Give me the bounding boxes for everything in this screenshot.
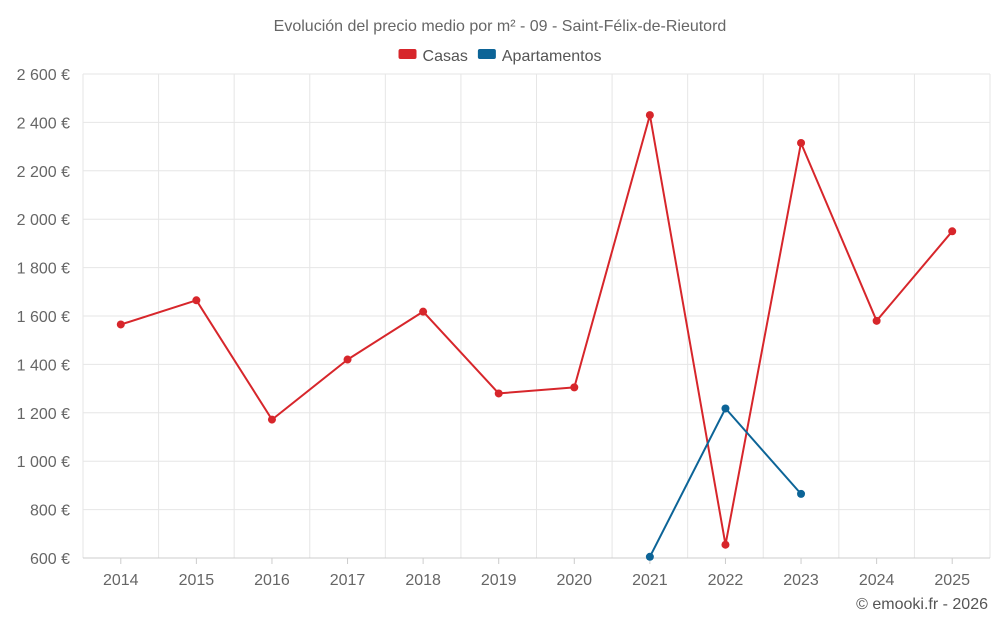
y-tick-label: 800 €: [30, 503, 70, 520]
y-tick-label: 2 000 €: [17, 212, 70, 229]
x-tick-label: 2025: [934, 572, 970, 589]
data-point-casas[interactable]: [343, 355, 352, 364]
grid: [82, 73, 991, 559]
data-point-apartamentos[interactable]: [797, 489, 806, 498]
data-point-casas[interactable]: [645, 111, 654, 120]
y-tick-label: 2 600 €: [17, 67, 70, 84]
y-tick-label: 1 800 €: [17, 261, 70, 278]
data-point-apartamentos[interactable]: [721, 404, 730, 413]
series-line-apartamentos: [649, 407, 802, 558]
y-tick-label: 600 €: [30, 551, 70, 568]
credit-text: © emooki.fr - 2026: [856, 596, 988, 613]
data-point-casas[interactable]: [570, 383, 579, 392]
x-tick-label: 2023: [783, 572, 819, 589]
x-tick-label: 2014: [103, 572, 139, 589]
legend: Casas Apartamentos: [398, 48, 602, 65]
x-tick-label: 2015: [179, 572, 215, 589]
y-tick-label: 1 000 €: [17, 454, 70, 471]
data-point-casas[interactable]: [192, 296, 201, 305]
data-point-apartamentos[interactable]: [645, 552, 654, 561]
legend-item-casas[interactable]: Casas: [398, 48, 468, 65]
x-tick-label: 2018: [405, 572, 441, 589]
y-tick-label: 2 200 €: [17, 164, 70, 181]
y-tick-label: 2 400 €: [17, 115, 70, 132]
y-tick-label: 1 400 €: [17, 357, 70, 374]
x-axis: 2014 2015 2016 2017 2018 2019 2020 2021 2022 2023…: [83, 557, 990, 589]
data-point-casas[interactable]: [494, 389, 503, 398]
x-tick-label: 2020: [556, 572, 592, 589]
data-point-casas[interactable]: [797, 138, 806, 147]
y-axis: 600 € 800 € 1 000 € 1 200 € 1 400 € 1 600 € 1 …: [17, 67, 70, 568]
x-tick-label: 2017: [330, 572, 366, 589]
data-point-casas[interactable]: [267, 415, 276, 424]
data-point-casas[interactable]: [116, 320, 125, 329]
series-layer: [116, 111, 957, 561]
series-line-casas: [120, 114, 953, 546]
x-tick-label: 2024: [859, 572, 895, 589]
legend-label: Casas: [423, 48, 468, 65]
legend-label: Apartamentos: [502, 48, 602, 65]
series-apartamentos: [645, 404, 806, 561]
series-casas: [116, 111, 957, 549]
x-tick-label: 2022: [708, 572, 744, 589]
data-point-casas[interactable]: [419, 307, 428, 316]
y-tick-label: 1 600 €: [17, 309, 70, 326]
legend-swatch: [477, 49, 496, 59]
data-point-casas[interactable]: [948, 227, 957, 236]
data-point-casas[interactable]: [872, 316, 881, 325]
y-tick-label: 1 200 €: [17, 406, 70, 423]
legend-item-apartamentos[interactable]: Apartamentos: [477, 48, 602, 65]
data-point-casas[interactable]: [721, 540, 730, 549]
x-tick-label: 2016: [254, 572, 290, 589]
chart-title: Evolución del precio medio por m² - 09 -…: [274, 18, 727, 35]
x-tick-label: 2021: [632, 572, 668, 589]
legend-swatch: [398, 49, 417, 59]
x-tick-label: 2019: [481, 572, 517, 589]
